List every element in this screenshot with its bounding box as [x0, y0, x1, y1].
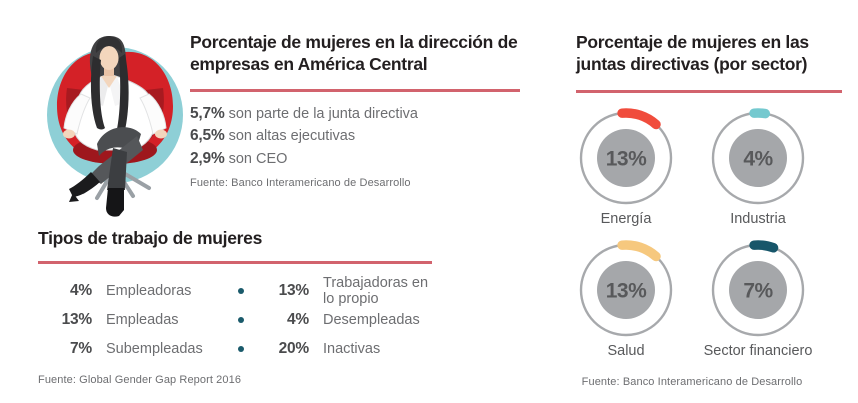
sector-gauges-grid: 13% Energía 4% Industria 13% Salud: [560, 106, 824, 370]
donut-chart: 4%: [708, 108, 808, 208]
work-label: Subempleadas: [106, 341, 203, 358]
gauge-label: Energía: [600, 211, 652, 227]
bullet-icon: [223, 277, 259, 306]
work-types-divider: [38, 260, 432, 264]
work-types-source: Fuente: Global Gender Gap Report 2016: [38, 373, 242, 386]
gauge-arc: [708, 240, 808, 340]
direction-section: Porcentaje de mujeres en la dirección de…: [190, 32, 520, 189]
stat-value: 5,7%: [190, 105, 225, 123]
work-value: 4%: [286, 311, 309, 329]
gauge-value: 7%: [743, 280, 773, 303]
donut-gauge-sector-financiero: 7% Sector financiero: [692, 238, 824, 370]
sectors-title: Porcentaje de mujeres en las juntas dire…: [576, 32, 809, 74]
donut-chart: 7%: [708, 240, 808, 340]
work-label: Inactivas: [323, 341, 381, 358]
work-value: 7%: [69, 340, 92, 358]
work-value: 13%: [278, 282, 310, 300]
work-value: 13%: [61, 311, 93, 329]
bullet-icon: [223, 335, 259, 364]
boot: [106, 188, 124, 217]
stat-line: 6,5% son altas ejecutivas: [190, 125, 520, 147]
stat-line: 2,9% son CEO: [190, 148, 520, 170]
gauge-label: Industria: [730, 211, 786, 227]
work-types-table: 4% Empleadoras 13% Trabajadoras en lo pr…: [38, 275, 432, 364]
donut-chart: 13%: [576, 240, 676, 340]
gauge-value: 4%: [743, 148, 773, 171]
face: [99, 46, 119, 70]
stat-label: son CEO: [228, 150, 288, 167]
work-label: Desempleadas: [323, 312, 420, 329]
sectors-divider: [576, 90, 842, 94]
donut-gauge-salud: 13% Salud: [560, 238, 692, 370]
stat-value: 2,9%: [190, 149, 225, 167]
stat-label: son parte de la junta directiva: [228, 106, 418, 123]
stat-label: son altas ejecutivas: [228, 128, 356, 145]
work-label: Empleadoras: [106, 283, 192, 300]
donut-chart: 13%: [576, 108, 676, 208]
donut-gauge-energia: 13% Energía: [560, 106, 692, 238]
work-label: Empleadas: [106, 312, 179, 329]
work-types-title: Tipos de trabajo de mujeres: [38, 228, 263, 248]
gauge-arc: [576, 108, 676, 208]
bullet-icon: [223, 306, 259, 335]
gauge-value: 13%: [606, 148, 647, 171]
work-value: 4%: [69, 282, 92, 300]
gauge-arc: [576, 240, 676, 340]
sectors-source: Fuente: Banco Interamericano de Desarrol…: [581, 376, 803, 388]
gauge-label: Sector financiero: [703, 343, 813, 359]
work-types-section: Tipos de trabajo de mujeres 4% Empleador…: [38, 228, 432, 386]
gauge-arc: [708, 108, 808, 208]
stat-line: 5,7% son parte de la junta directiva: [190, 103, 520, 125]
direction-title: Porcentaje de mujeres en la dirección de…: [190, 32, 518, 74]
work-value: 20%: [278, 340, 310, 358]
direction-source: Fuente: Banco Interamericano de Desarrol…: [190, 177, 411, 190]
work-label: Trabajadoras en lo propio: [323, 275, 429, 308]
direction-stats: 5,7% son parte de la junta directiva 6,5…: [190, 103, 520, 170]
sectors-section-header: Porcentaje de mujeres en las juntas dire…: [576, 32, 842, 94]
direction-divider: [190, 89, 520, 93]
woman-in-red-chair-illustration: [47, 36, 183, 217]
stat-value: 6,5%: [190, 127, 225, 145]
donut-gauge-industria: 4% Industria: [692, 106, 824, 238]
gauge-label: Salud: [607, 343, 645, 359]
gauge-value: 13%: [606, 280, 647, 303]
